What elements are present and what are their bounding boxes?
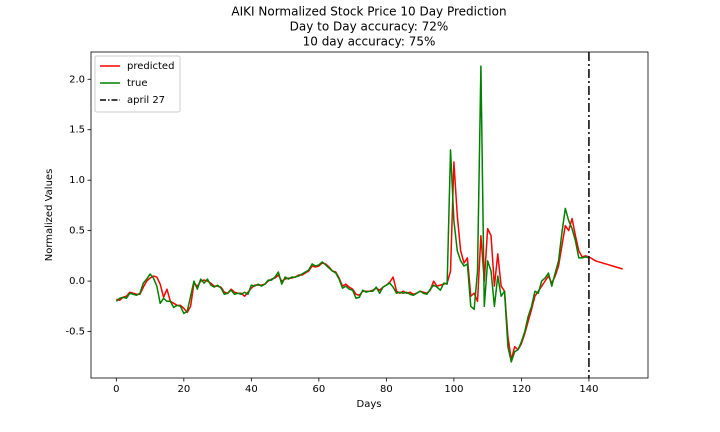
x-tick-label: 60	[312, 384, 325, 395]
legend-box	[94, 55, 181, 113]
y-tick-label: 2.0	[69, 74, 85, 85]
legend-label: true	[127, 78, 148, 89]
x-tick-label: 120	[512, 384, 531, 395]
x-tick-label: 0	[113, 384, 119, 395]
chart-subtitle: Day to Day accuracy: 72%	[290, 20, 449, 34]
x-tick-label: 40	[245, 384, 258, 395]
data-line	[115, 65, 590, 363]
x-axis-label: Days	[357, 399, 382, 410]
y-tick-label: 0.0	[69, 276, 85, 287]
chart-title: AIKI Normalized Stock Price 10 Day Predi…	[231, 5, 506, 19]
y-tick-label: -0.5	[65, 327, 85, 338]
x-tick-label: 100	[444, 384, 463, 395]
plot-frame	[90, 51, 649, 379]
y-tick-label: 0.5	[69, 226, 85, 237]
x-tick-label: 80	[380, 384, 393, 395]
y-axis-label: Normalized Values	[44, 169, 55, 262]
legend-label: predicted	[127, 61, 174, 72]
y-tick-label: 1.5	[69, 125, 85, 136]
chart-subtitle: 10 day accuracy: 75%	[303, 35, 436, 49]
legend-label: april 27	[127, 95, 165, 106]
x-tick-label: 140	[579, 384, 598, 395]
y-tick-label: 1.0	[69, 175, 85, 186]
x-tick-label: 20	[177, 384, 190, 395]
